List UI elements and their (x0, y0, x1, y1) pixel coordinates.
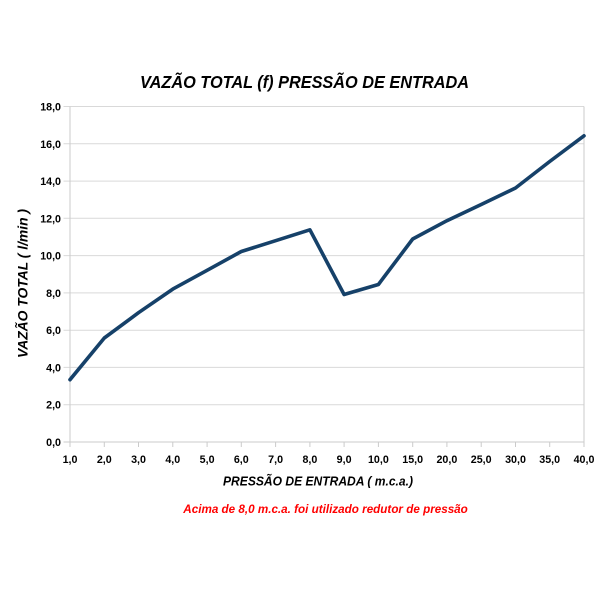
svg-text:16,0: 16,0 (40, 139, 61, 151)
svg-text:7,0: 7,0 (268, 454, 283, 466)
svg-text:10,0: 10,0 (40, 251, 61, 263)
svg-text:Acima de 8,0 m.c.a. foi utiliz: Acima de 8,0 m.c.a. foi utilizado reduto… (182, 502, 467, 516)
svg-text:35,0: 35,0 (539, 454, 560, 466)
svg-text:9,0: 9,0 (337, 454, 352, 466)
svg-text:PRESSÃO DE ENTRADA ( m.c.a.): PRESSÃO DE ENTRADA ( m.c.a.) (223, 474, 413, 489)
svg-text:6,0: 6,0 (46, 325, 61, 337)
svg-text:18,0: 18,0 (40, 102, 61, 114)
svg-text:4,0: 4,0 (165, 454, 180, 466)
svg-text:3,0: 3,0 (131, 454, 146, 466)
svg-text:15,0: 15,0 (402, 454, 423, 466)
svg-text:12,0: 12,0 (40, 213, 61, 225)
svg-text:14,0: 14,0 (40, 176, 61, 188)
svg-text:4,0: 4,0 (46, 362, 61, 374)
svg-text:10,0: 10,0 (368, 454, 389, 466)
svg-text:6,0: 6,0 (234, 454, 249, 466)
svg-text:0,0: 0,0 (46, 437, 61, 449)
svg-text:20,0: 20,0 (436, 454, 457, 466)
svg-text:1,0: 1,0 (63, 454, 78, 466)
svg-text:8,0: 8,0 (46, 288, 61, 300)
svg-text:VAZÃO TOTAL (f) PRESSÃO DE ENT: VAZÃO TOTAL (f) PRESSÃO DE ENTRADA (140, 71, 469, 92)
svg-text:2,0: 2,0 (97, 454, 112, 466)
svg-text:25,0: 25,0 (471, 454, 492, 466)
svg-text:VAZÃO TOTAL ( l/min ): VAZÃO TOTAL ( l/min ) (16, 208, 31, 358)
svg-text:2,0: 2,0 (46, 400, 61, 412)
svg-text:8,0: 8,0 (302, 454, 317, 466)
svg-text:5,0: 5,0 (200, 454, 215, 466)
svg-text:30,0: 30,0 (505, 454, 526, 466)
svg-text:40,0: 40,0 (574, 454, 595, 466)
